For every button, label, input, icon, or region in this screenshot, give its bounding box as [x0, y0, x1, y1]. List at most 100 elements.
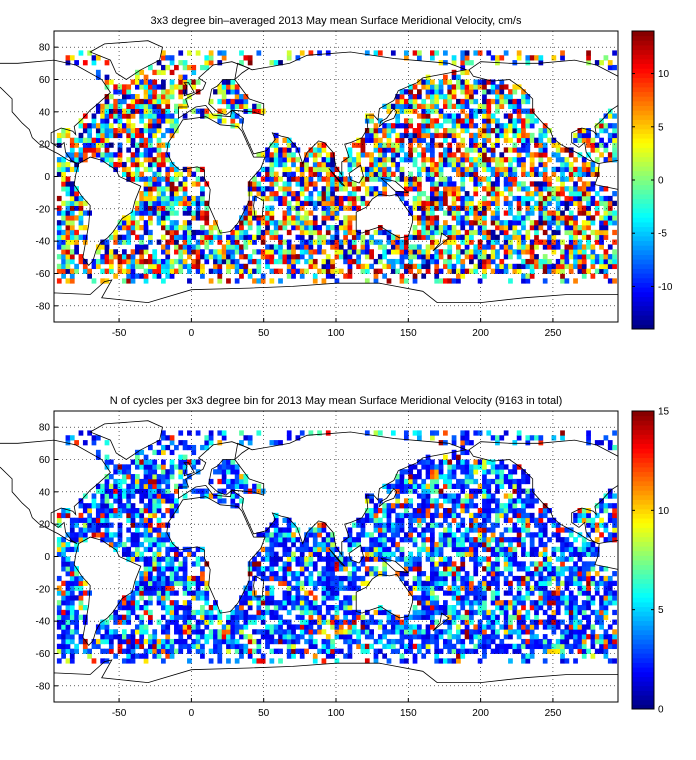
bin-cell — [121, 94, 127, 100]
bin-cell — [425, 580, 431, 586]
bin-cell — [204, 244, 210, 250]
bin-cell — [360, 142, 366, 148]
bin-cell — [377, 648, 383, 654]
bin-cell — [169, 210, 175, 216]
colorbar-swatch — [632, 133, 654, 139]
bin-cell — [165, 483, 171, 489]
bin-cell — [343, 254, 348, 260]
bin-cell — [252, 629, 257, 635]
bin-cell — [412, 508, 418, 514]
bin-cell — [121, 161, 127, 168]
bin-cell — [269, 181, 275, 187]
bin-cell — [373, 273, 379, 279]
bin-cell — [182, 113, 188, 119]
bin-cell — [200, 273, 205, 279]
bin-cell — [265, 546, 270, 553]
bin-cell — [486, 128, 492, 134]
bin-cell — [421, 273, 427, 279]
bin-cell — [369, 113, 374, 119]
bin-cell — [312, 220, 318, 226]
bin-cell — [434, 186, 440, 192]
bin-cell — [443, 79, 448, 85]
bin-cell — [65, 614, 71, 620]
bin-cell — [134, 142, 140, 148]
bin-cell — [139, 249, 145, 255]
bin-cell — [260, 254, 266, 260]
bin-cell — [334, 629, 340, 635]
bin-cell — [607, 64, 613, 71]
bin-cell — [56, 624, 62, 630]
bin-cell — [421, 157, 427, 163]
bin-cell — [564, 205, 570, 211]
bin-cell — [364, 152, 370, 158]
bin-cell — [529, 152, 535, 158]
bin-cell — [243, 234, 249, 240]
bin-cell — [130, 278, 136, 284]
bin-cell — [434, 249, 440, 255]
colorbar-swatch — [632, 240, 654, 246]
bin-cell — [534, 55, 539, 61]
bin-cell — [187, 444, 192, 451]
bin-cell — [234, 98, 240, 105]
bin-cell — [148, 541, 153, 548]
bin-cell — [321, 220, 327, 226]
bin-cell — [351, 161, 357, 168]
bin-cell — [247, 220, 253, 226]
bin-cell — [382, 643, 388, 650]
bin-cell — [430, 254, 435, 260]
y-tick-label: -40 — [36, 237, 51, 248]
bin-cell — [560, 157, 565, 163]
bin-cell — [74, 60, 79, 66]
bin-cell — [56, 239, 62, 245]
bin-cell — [568, 215, 574, 221]
bin-cell — [456, 74, 461, 80]
bin-cell — [603, 273, 609, 279]
bin-cell — [239, 103, 244, 109]
bin-cell — [278, 249, 283, 255]
bin-cell — [234, 614, 240, 620]
bin-cell — [230, 498, 236, 504]
bin-cell — [334, 658, 340, 664]
bin-cell — [100, 118, 106, 124]
bin-cell — [282, 239, 288, 245]
bin-cell — [430, 181, 435, 187]
bin-cell — [577, 225, 583, 231]
bin-cell — [213, 643, 218, 650]
bin-cell — [174, 614, 179, 620]
bin-cell — [334, 268, 340, 274]
bin-cell — [425, 195, 431, 202]
bin-cell — [117, 503, 123, 509]
bin-cell — [499, 103, 505, 109]
bin-cell — [321, 195, 327, 202]
bin-cell — [200, 200, 205, 206]
bin-cell — [568, 239, 574, 245]
bin-cell — [525, 98, 531, 105]
bin-cell — [143, 638, 149, 645]
bin-cell — [460, 234, 466, 240]
bin-cell — [134, 132, 140, 139]
bin-cell — [603, 220, 609, 226]
bin-cell — [403, 55, 409, 61]
bin-cell — [395, 629, 401, 635]
bin-cell — [304, 268, 309, 274]
bin-cell — [104, 508, 110, 514]
bin-cell — [421, 137, 427, 143]
bin-cell — [182, 220, 188, 226]
bin-cell — [347, 181, 353, 187]
bin-cell — [104, 503, 110, 509]
bin-cell — [538, 161, 544, 168]
bin-cell — [508, 205, 513, 211]
bin-cell — [265, 643, 270, 650]
bin-cell — [226, 459, 231, 465]
bin-cell — [317, 142, 322, 148]
bin-cell — [286, 268, 292, 274]
bin-cell — [347, 556, 353, 562]
bin-cell — [156, 84, 162, 90]
bin-cell — [469, 205, 474, 211]
bin-cell — [56, 512, 62, 519]
bin-cell — [525, 205, 531, 211]
bin-cell — [161, 614, 166, 620]
bin-cell — [195, 244, 201, 250]
bin-cell — [169, 464, 175, 470]
bin-cell — [438, 108, 444, 114]
